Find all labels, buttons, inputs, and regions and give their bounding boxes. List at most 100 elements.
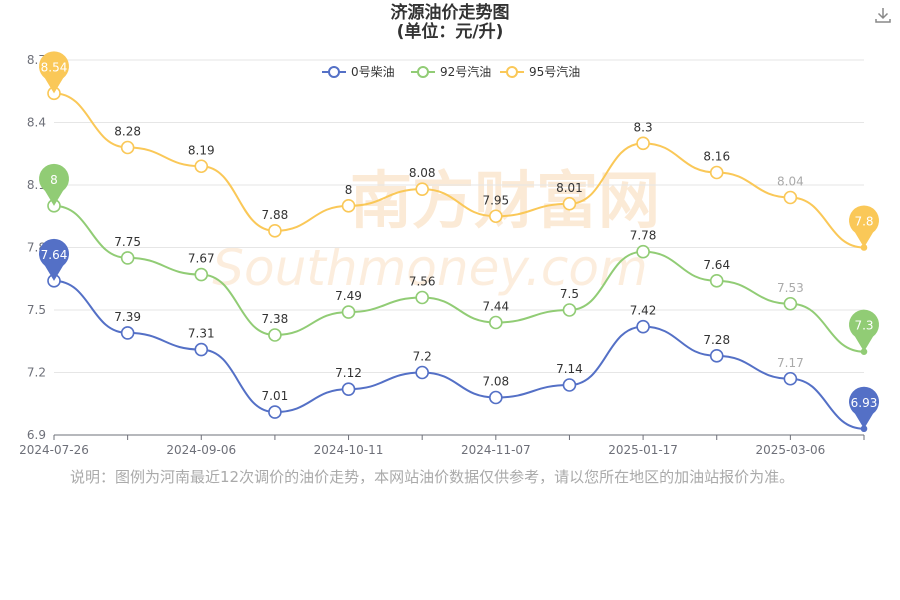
data-point[interactable] [562,303,577,317]
data-label: 7.42 [630,304,657,318]
data-point[interactable] [636,136,650,151]
data-point[interactable] [489,390,503,405]
data-label: 8.3 [634,120,653,134]
y-tick-label: 8.4 [27,116,46,130]
pin-marker: 6.93 [849,386,880,429]
pin-label: 6.93 [851,396,878,410]
series-line [53,204,865,353]
pin-marker: 7.64 [39,238,70,281]
data-label: 7.31 [188,327,215,341]
x-tick-label: 2024-10-11 [314,443,384,457]
data-point[interactable] [194,267,209,282]
data-point[interactable] [268,224,282,238]
data-label: 7.01 [262,389,289,403]
footnote: 说明：图例为河南最近12次调价的油价走势，本网站油价数据仅供参考，请以您所在地区… [70,468,795,486]
data-point[interactable] [341,382,356,396]
legend-label: 92号汽油 [440,64,491,79]
data-label: 7.28 [703,333,730,347]
y-tick-label: 7.5 [27,303,46,317]
pin-label: 7.8 [854,215,873,229]
watermark-text: 南方财富网 [350,164,660,237]
x-tick-label: 2025-01-17 [608,443,678,457]
data-point[interactable] [489,209,503,224]
data-label: 7.67 [188,252,215,266]
legend-item[interactable]: 95号汽油 [500,64,580,79]
pin-marker: 8.54 [39,51,70,94]
data-label: 8.28 [114,125,141,139]
data-label: 7.56 [409,275,436,289]
pin-shape [849,386,880,429]
data-label: 7.78 [630,229,657,243]
data-label: 7.53 [777,281,804,295]
chart-subtitle: (单位：元/升) [396,22,504,42]
data-point[interactable] [341,305,356,319]
data-point[interactable] [341,199,356,213]
data-point[interactable] [489,315,503,330]
x-tick-label: 2024-09-06 [166,443,236,457]
legend[interactable]: 0号柴油 92号汽油 95号汽油 [322,64,580,79]
legend-label: 95号汽油 [529,64,580,79]
data-point[interactable] [120,251,135,265]
legend-item[interactable]: 0号柴油 [322,65,395,79]
pin-marker: 8 [39,163,70,206]
data-label: 7.44 [482,300,509,314]
pin-shape [849,205,879,248]
data-label: 7.5 [560,287,579,301]
data-point[interactable] [709,274,724,288]
data-label: 7.39 [114,310,141,324]
data-point[interactable] [268,405,282,419]
data-label: 7.95 [482,193,509,207]
series-line [53,92,865,249]
data-point[interactable] [120,326,135,340]
data-point[interactable] [709,165,724,180]
data-label: 7.75 [114,235,141,249]
data-label: 7.17 [777,356,804,370]
data-label: 7.64 [703,258,730,272]
data-label: 7.88 [262,208,289,222]
data-point[interactable] [415,290,429,305]
download-icon[interactable] [874,6,892,24]
y-tick-label: 7.2 [27,366,46,380]
data-point[interactable] [783,296,798,311]
chart-title-block: 济源油价走势图 (单位：元/升) [0,4,900,42]
data-point[interactable] [636,319,650,334]
data-point[interactable] [783,371,798,386]
data-point[interactable] [415,182,429,196]
data-label: 7.12 [335,366,362,380]
data-point[interactable] [562,378,577,392]
data-point[interactable] [194,342,209,357]
legend-marker [417,66,429,78]
pin-label: 7.64 [41,248,68,262]
data-label: 8.08 [409,166,436,180]
data-label: 8.04 [777,175,804,189]
data-labels: 7.39 7.31 7.01 7.12 7.2 7.08 7.14 7.42 7.28 7.17 7… [114,120,803,403]
data-label: 7.38 [262,312,289,326]
data-point[interactable] [709,349,724,363]
data-label: 7.49 [335,289,362,303]
legend-label: 0号柴油 [351,65,395,79]
data-label: 7.08 [482,375,509,389]
legend-marker [506,66,518,78]
data-label: 8 [345,183,353,197]
data-label: 7.2 [413,350,432,364]
pin-marker: 7.8 [849,205,879,248]
pin-markers: 7.64 6.93 8 7.3 8.54 7.8 [39,51,880,429]
data-point[interactable] [415,365,429,380]
data-point[interactable] [783,190,798,205]
watermark-subtext: Southmoney.com [212,239,647,297]
data-point[interactable] [120,140,135,155]
data-point[interactable] [194,159,209,174]
data-point[interactable] [562,196,577,211]
data-point[interactable] [636,244,650,259]
series-line [53,279,865,430]
pin-label: 8.54 [41,60,68,74]
pin-label: 8 [50,173,58,187]
pin-shape [39,163,70,206]
data-point[interactable] [268,328,282,342]
chart-title: 济源油价走势图 [390,3,510,23]
legend-item[interactable]: 92号汽油 [411,64,491,79]
y-tick-label: 6.9 [27,428,46,442]
legend-marker [328,66,340,78]
